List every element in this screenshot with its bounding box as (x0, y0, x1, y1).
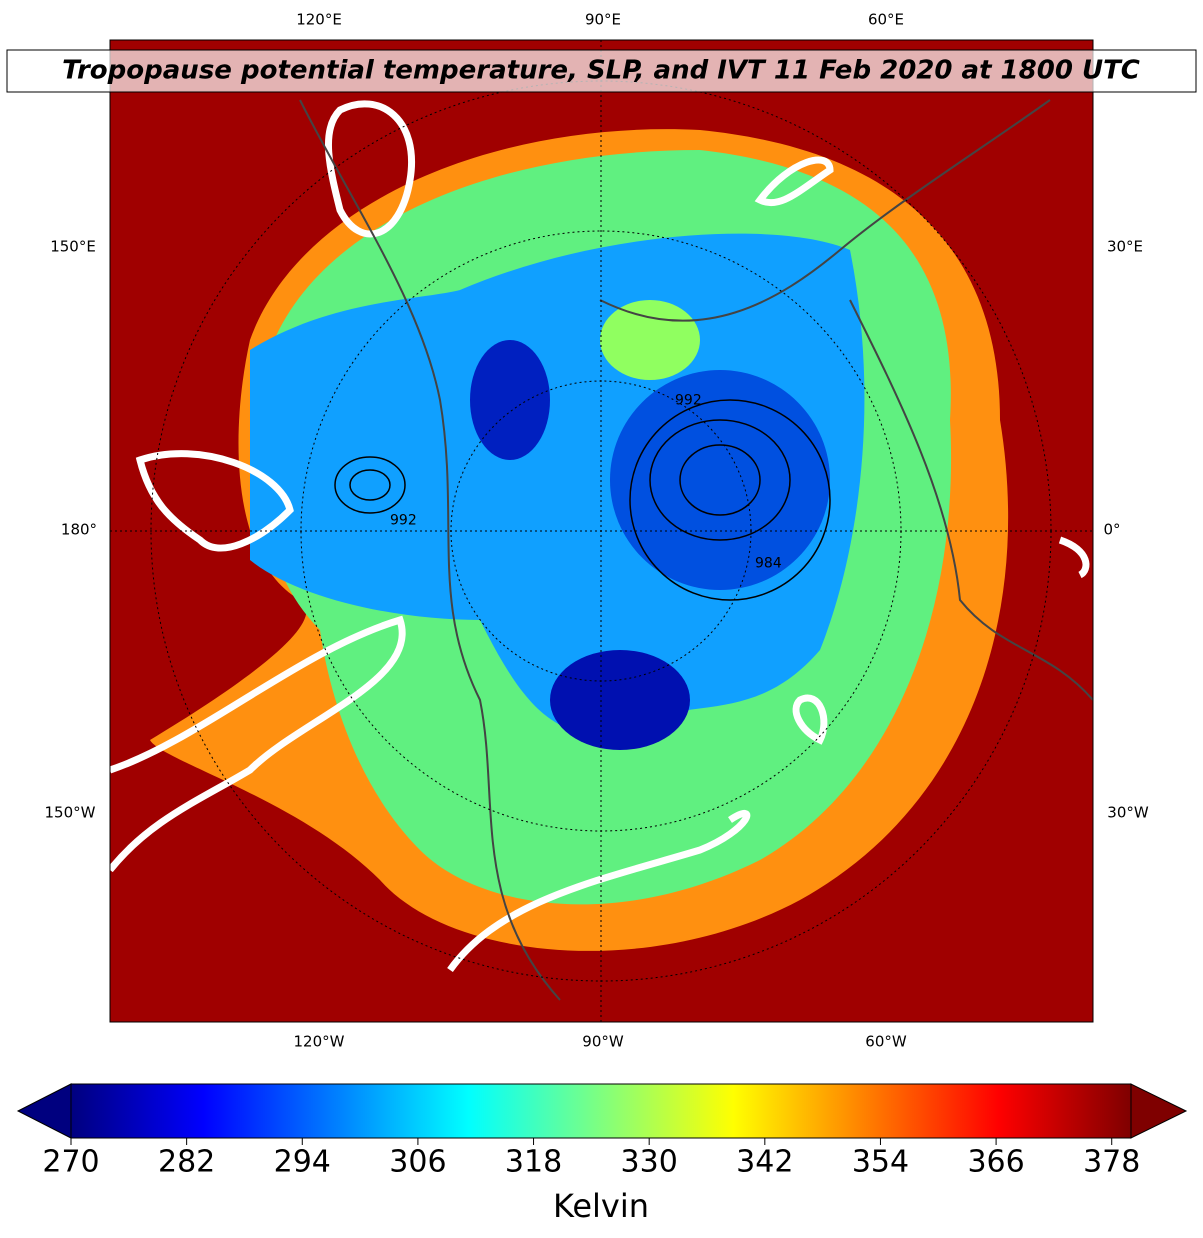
cold-core (610, 370, 830, 590)
contour-label: 992 (675, 393, 702, 409)
longitude-label: 150°W (45, 804, 96, 822)
colorbar-extend-low (16, 1083, 72, 1139)
longitude-label: 0° (1103, 521, 1120, 539)
title: Tropopause potential temperature, SLP, a… (62, 56, 1140, 86)
colorbar-tick-label: 366 (967, 1145, 1024, 1180)
contour-label: 984 (755, 556, 782, 572)
colorbar-tick-label: 354 (852, 1145, 909, 1180)
coastlines (299, 99, 1093, 1001)
colorbar-tick-label: 342 (736, 1145, 793, 1180)
map-frame (109, 39, 1094, 1023)
colorbar-tick-label: 282 (158, 1145, 215, 1180)
cold-core (470, 340, 550, 460)
colorbar-tick-label: 270 (42, 1145, 99, 1180)
longitude-label: 150°E (50, 238, 96, 256)
colorbar-tick-label: 330 (621, 1145, 678, 1180)
colorbar-extend-high (1130, 1083, 1188, 1139)
colorbar-label: Kelvin (553, 1187, 649, 1225)
colorbar-tick-label: 294 (274, 1145, 331, 1180)
colorbar (70, 1083, 1132, 1139)
contour-label: 992 (390, 513, 417, 529)
colorbar-tick-label: 378 (1083, 1145, 1140, 1180)
colorbar-tick-label: 306 (389, 1145, 446, 1180)
longitude-label: 180° (61, 521, 97, 539)
slp-contours (334, 399, 831, 601)
longitude-label: 90°E (585, 11, 621, 29)
longitude-label: 90°W (582, 1033, 624, 1051)
cold-core (550, 650, 690, 750)
colorbar-tick-label: 318 (505, 1145, 562, 1180)
map (110, 40, 1093, 1022)
longitude-label: 120°W (294, 1033, 345, 1051)
longitude-label: 120°E (296, 11, 342, 29)
longitude-label: 30°E (1107, 238, 1143, 256)
longitude-label: 30°W (1107, 804, 1149, 822)
longitude-label: 60°E (868, 11, 904, 29)
warm-blob (600, 300, 700, 380)
ivt-contours (110, 100, 1090, 973)
cold-region (250, 233, 865, 733)
longitude-label: 60°W (865, 1033, 907, 1051)
title-box (6, 49, 1197, 93)
